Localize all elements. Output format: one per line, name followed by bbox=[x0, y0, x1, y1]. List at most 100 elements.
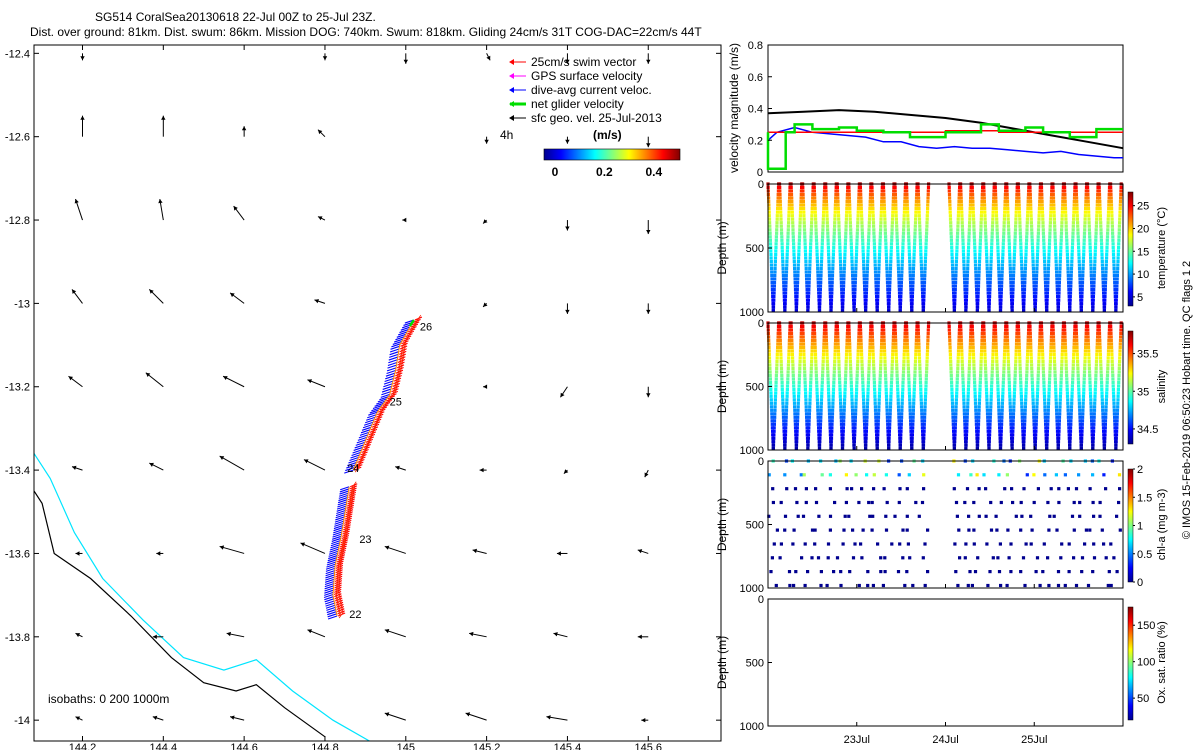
data-point bbox=[1028, 335, 1032, 339]
data-point bbox=[860, 356, 864, 360]
data-point bbox=[922, 288, 926, 292]
data-point bbox=[773, 273, 777, 278]
data-point bbox=[853, 281, 857, 285]
data-point bbox=[791, 370, 795, 374]
data-point bbox=[833, 217, 837, 221]
data-point bbox=[1035, 273, 1039, 278]
data-point bbox=[838, 249, 842, 253]
data-point bbox=[863, 440, 867, 444]
data-point bbox=[1014, 217, 1018, 221]
data-point bbox=[1076, 377, 1080, 381]
data-point bbox=[1103, 281, 1108, 285]
data-point bbox=[831, 266, 835, 271]
data-point bbox=[801, 324, 805, 329]
data-point bbox=[813, 342, 817, 346]
data-point bbox=[991, 207, 995, 211]
data-point bbox=[820, 380, 824, 384]
data-point bbox=[898, 302, 902, 306]
data-point bbox=[1034, 422, 1038, 426]
glider-track bbox=[344, 314, 423, 474]
data-point bbox=[837, 228, 841, 232]
data-point bbox=[1067, 433, 1071, 437]
data-point bbox=[1023, 266, 1027, 271]
data-point bbox=[1118, 349, 1122, 353]
data-point bbox=[954, 405, 958, 409]
data-point bbox=[1071, 373, 1075, 377]
data-point bbox=[1100, 263, 1104, 267]
data-point bbox=[771, 433, 775, 437]
data-point bbox=[1092, 284, 1096, 288]
data-point bbox=[975, 288, 979, 292]
data-point bbox=[998, 309, 1003, 313]
data-point bbox=[879, 352, 883, 356]
data-point bbox=[1008, 256, 1012, 260]
glider-track bbox=[323, 481, 358, 620]
data-point bbox=[1021, 443, 1026, 447]
data-point bbox=[1023, 270, 1027, 274]
data-point bbox=[840, 440, 844, 444]
data-point bbox=[901, 391, 905, 395]
data-point bbox=[1046, 419, 1050, 423]
data-point bbox=[776, 207, 780, 211]
current-vector bbox=[325, 565, 336, 570]
data-point bbox=[768, 235, 772, 239]
data-point bbox=[994, 193, 998, 197]
current-vector bbox=[384, 377, 394, 383]
data-point bbox=[918, 228, 922, 232]
geo-velocity-arrow bbox=[233, 205, 245, 221]
data-point bbox=[802, 366, 807, 370]
data-point bbox=[1118, 352, 1122, 356]
data-point bbox=[1118, 221, 1122, 225]
data-point bbox=[814, 238, 819, 242]
data-point bbox=[799, 335, 803, 339]
data-point bbox=[1015, 193, 1019, 197]
data-point bbox=[965, 277, 969, 281]
data-point bbox=[1037, 363, 1041, 367]
data-point bbox=[845, 207, 849, 211]
data-point bbox=[1032, 433, 1037, 437]
data-point bbox=[824, 335, 828, 339]
geo-velocity-arrow bbox=[230, 715, 245, 721]
data-point bbox=[857, 335, 861, 339]
data-point bbox=[1036, 370, 1040, 374]
data-point bbox=[882, 487, 886, 491]
data-point bbox=[875, 436, 879, 440]
data-point bbox=[824, 193, 828, 197]
data-point bbox=[1028, 324, 1032, 329]
data-point bbox=[1001, 391, 1005, 395]
data-point bbox=[833, 359, 837, 363]
data-point bbox=[1057, 426, 1061, 430]
data-point bbox=[1063, 342, 1067, 346]
data-point bbox=[773, 394, 778, 398]
data-point bbox=[785, 391, 789, 395]
current-vector bbox=[400, 326, 411, 331]
data-point bbox=[923, 273, 927, 278]
data-point bbox=[855, 228, 860, 232]
data-point bbox=[960, 363, 964, 367]
data-point bbox=[861, 387, 865, 391]
data-point bbox=[990, 370, 994, 374]
data-point bbox=[802, 221, 806, 225]
data-point bbox=[844, 217, 848, 221]
data-point bbox=[1020, 401, 1024, 405]
data-point bbox=[845, 335, 849, 339]
data-point bbox=[797, 391, 801, 395]
data-point bbox=[1006, 352, 1010, 356]
data-point bbox=[833, 500, 837, 505]
data-point bbox=[991, 214, 995, 218]
data-point bbox=[951, 266, 955, 271]
data-point bbox=[851, 291, 855, 295]
data-point bbox=[1114, 309, 1118, 313]
data-point bbox=[1024, 249, 1028, 253]
data-point bbox=[874, 419, 878, 423]
data-point bbox=[845, 203, 849, 207]
data-point bbox=[1070, 256, 1074, 260]
data-point bbox=[986, 291, 990, 295]
data-point bbox=[868, 338, 872, 343]
data-point bbox=[950, 398, 954, 402]
data-point bbox=[1016, 185, 1020, 190]
data-point bbox=[961, 245, 965, 249]
data-point bbox=[831, 270, 835, 274]
data-point bbox=[1014, 214, 1018, 218]
data-point bbox=[840, 305, 844, 309]
